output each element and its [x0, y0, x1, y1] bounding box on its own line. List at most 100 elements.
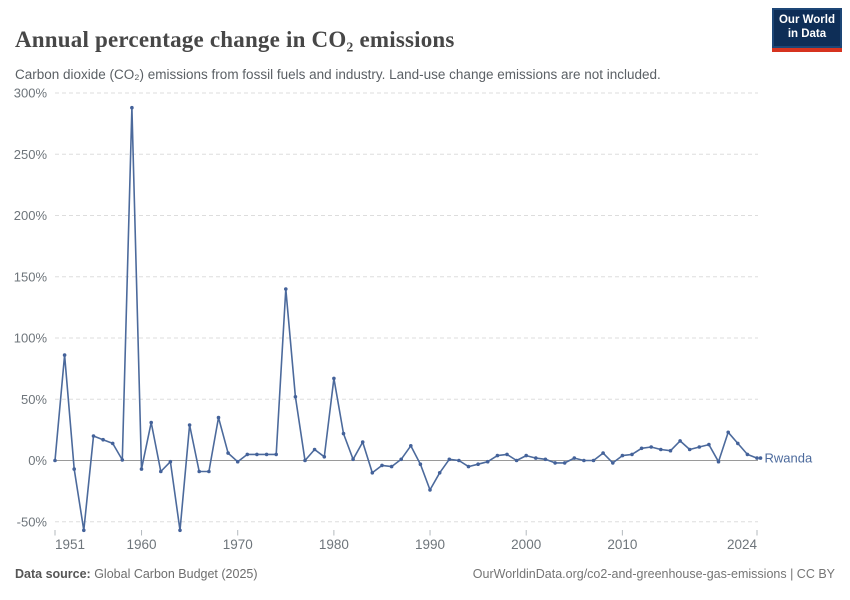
x-tick-label: 1980	[319, 537, 349, 552]
data-point[interactable]	[226, 451, 230, 455]
data-point[interactable]	[168, 459, 173, 464]
x-tick-label: 2000	[511, 537, 541, 552]
data-point[interactable]	[341, 431, 346, 436]
data-point[interactable]	[659, 447, 663, 452]
data-point[interactable]	[82, 528, 86, 533]
data-point[interactable]	[120, 458, 125, 462]
y-tick-label: 0%	[28, 453, 47, 468]
data-point[interactable]	[611, 461, 615, 465]
data-point[interactable]	[72, 467, 76, 471]
data-point[interactable]	[197, 469, 201, 474]
data-point[interactable]	[572, 456, 577, 460]
data-point[interactable]	[553, 461, 557, 465]
data-point[interactable]	[159, 469, 163, 474]
data-point[interactable]	[139, 467, 144, 471]
data-point[interactable]	[620, 453, 625, 458]
chart-subtitle: Carbon dioxide (CO₂) emissions from foss…	[15, 66, 661, 82]
data-point[interactable]	[514, 458, 519, 463]
y-tick-label: -50%	[17, 514, 48, 529]
data-point[interactable]	[534, 456, 538, 460]
data-point[interactable]	[639, 446, 644, 451]
data-point[interactable]	[274, 452, 279, 457]
data-point[interactable]	[457, 458, 461, 463]
data-point[interactable]	[707, 442, 711, 447]
data-point[interactable]	[53, 458, 57, 463]
data-point[interactable]	[351, 457, 355, 462]
series-label-marker	[758, 456, 763, 460]
data-line[interactable]	[54, 106, 758, 532]
data-point[interactable]	[591, 458, 596, 463]
x-tick-label: 2024	[727, 537, 758, 552]
data-point[interactable]	[62, 353, 67, 357]
data-point[interactable]	[284, 287, 288, 291]
data-point[interactable]	[149, 420, 153, 425]
data-point[interactable]	[687, 447, 692, 452]
data-point[interactable]	[360, 440, 365, 444]
data-point[interactable]	[668, 448, 673, 453]
data-point[interactable]	[543, 457, 548, 462]
data-point[interactable]	[332, 376, 336, 381]
data-point[interactable]	[303, 458, 307, 463]
data-point[interactable]	[524, 453, 528, 458]
data-point[interactable]	[745, 452, 750, 457]
data-point[interactable]	[418, 462, 423, 467]
data-point[interactable]	[110, 441, 115, 446]
x-tick-label: 1960	[127, 537, 157, 552]
data-point[interactable]	[235, 459, 240, 464]
data-point[interactable]	[370, 471, 375, 475]
data-point[interactable]	[264, 452, 269, 457]
data-point[interactable]	[736, 441, 740, 446]
data-point[interactable]	[322, 455, 327, 459]
data-point[interactable]	[216, 415, 221, 420]
data-point[interactable]	[630, 452, 634, 457]
x-tick-label: 1990	[415, 537, 445, 552]
data-point[interactable]	[755, 456, 759, 460]
page-title: Annual percentage change in CO₂ emission…	[15, 27, 455, 53]
data-point[interactable]	[447, 457, 452, 462]
data-point[interactable]	[255, 452, 259, 457]
data-source-note: Data source: Global Carbon Budget (2025)	[15, 567, 258, 581]
y-tick-label: 50%	[21, 392, 47, 407]
data-source-label: Data source:	[15, 567, 91, 581]
data-point[interactable]	[428, 488, 432, 492]
data-point[interactable]	[505, 452, 509, 457]
data-point[interactable]	[716, 459, 721, 464]
data-point[interactable]	[130, 105, 134, 110]
data-point[interactable]	[678, 439, 682, 443]
data-point[interactable]	[399, 457, 404, 462]
owid-logo-text: Our World in Data	[778, 14, 835, 40]
data-point[interactable]	[601, 451, 605, 455]
data-point[interactable]	[649, 445, 653, 449]
y-tick-label: 300%	[14, 86, 48, 101]
data-point[interactable]	[178, 528, 182, 533]
owid-logo[interactable]: Our World in Data	[772, 8, 842, 52]
data-point[interactable]	[476, 462, 480, 467]
y-tick-label: 250%	[14, 147, 48, 162]
data-point[interactable]	[293, 395, 298, 399]
citation-link[interactable]: OurWorldinData.org/co2-and-greenhouse-ga…	[472, 567, 835, 581]
data-point[interactable]	[726, 430, 730, 435]
data-point[interactable]	[409, 444, 413, 448]
data-point[interactable]	[582, 458, 586, 463]
data-point[interactable]	[697, 445, 702, 449]
data-point[interactable]	[466, 464, 471, 469]
data-point[interactable]	[91, 434, 96, 438]
data-source-text: Global Carbon Budget (2025)	[90, 567, 258, 581]
data-point[interactable]	[312, 447, 317, 452]
data-point[interactable]	[207, 469, 211, 474]
data-point[interactable]	[245, 452, 250, 457]
series-label[interactable]: Rwanda	[765, 451, 813, 466]
data-point[interactable]	[562, 461, 567, 465]
data-point[interactable]	[437, 471, 442, 475]
chart-footer: Data source: Global Carbon Budget (2025)…	[15, 567, 835, 581]
y-tick-label: 100%	[14, 331, 48, 346]
data-point[interactable]	[485, 459, 490, 464]
data-point[interactable]	[495, 453, 500, 458]
data-point[interactable]	[187, 423, 192, 427]
y-tick-label: 200%	[14, 208, 48, 223]
x-tick-label: 1970	[223, 537, 253, 552]
data-point[interactable]	[101, 437, 105, 442]
data-point[interactable]	[389, 464, 394, 469]
data-point[interactable]	[380, 463, 384, 468]
